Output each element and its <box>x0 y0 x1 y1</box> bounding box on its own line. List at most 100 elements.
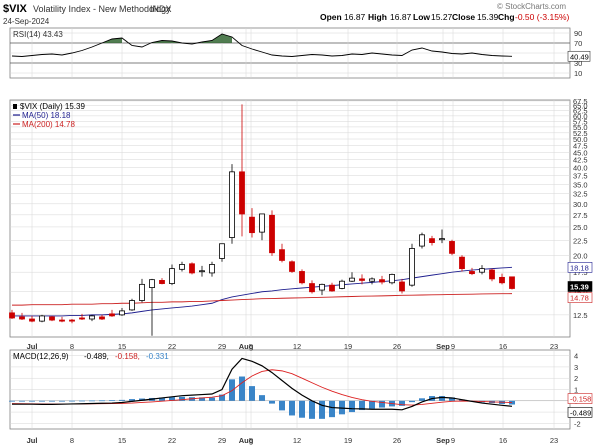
macd-plot <box>9 357 515 419</box>
x-tick-label: 23 <box>550 342 558 351</box>
low-label: Low <box>413 12 430 22</box>
price-badge-text: 18.18 <box>570 263 589 272</box>
price-tick-label: 35.0 <box>573 180 588 189</box>
macd-histogram-bar <box>59 400 65 402</box>
candle-body <box>159 280 165 284</box>
price-tick-label: 55.0 <box>573 123 588 132</box>
macd-histogram-bar <box>79 400 85 402</box>
candle-body <box>379 279 385 283</box>
candle-body <box>469 271 475 275</box>
close-value: 15.39 <box>477 12 499 22</box>
x-tick-label: 29 <box>218 342 226 351</box>
chg-value: -0.50 (-3.15%) <box>515 12 569 22</box>
candle-body <box>499 276 505 284</box>
candle-body <box>139 283 145 301</box>
ma50-line <box>12 266 513 317</box>
macd-legend-name: MACD(12,26,9) <box>13 352 69 361</box>
candle-body <box>389 273 395 284</box>
ma200-legend: MA(200) 14.78 <box>22 120 75 129</box>
x-tick-label: 8 <box>70 436 74 445</box>
copyright: © StockCharts.com <box>497 2 566 11</box>
macd-value-badge-text: -0.489 <box>570 408 591 417</box>
low-value: 15.27 <box>431 12 453 22</box>
candle-body <box>459 256 465 270</box>
x-tick-label: Jul <box>27 436 38 445</box>
price-panel: $VIX (Daily) 15.39 MA(50) 18.18 MA(200) … <box>9 97 593 338</box>
macd-histogram-bar <box>69 400 75 402</box>
candle-body <box>309 283 315 293</box>
macd-histogram-bar <box>319 400 325 419</box>
macd-histogram-bar <box>329 400 335 418</box>
macd-tick-label: 3 <box>574 363 578 372</box>
macd-legend: MACD(12,26,9) -0.489, -0.158, -0.331 <box>13 352 169 361</box>
price-badge-text: 15.39 <box>570 282 589 291</box>
ma200-line <box>12 293 513 306</box>
macd-histogram-bar <box>159 397 165 401</box>
chart-header: $VIX Volatility Index - New Methodology … <box>3 2 569 26</box>
candle-body <box>419 234 425 247</box>
candle-body <box>49 316 55 321</box>
price-tick-label: 67.5 <box>573 97 588 106</box>
price-plot <box>9 104 515 336</box>
candle-body <box>269 214 275 254</box>
exchange: INDX <box>150 4 172 14</box>
rsi-legend: RSI(14) 43.43 <box>13 30 63 39</box>
rsi-overbought-fill <box>102 38 122 43</box>
candle-body <box>279 249 285 261</box>
candle-body <box>319 283 325 291</box>
x-tick-label: 5 <box>249 436 253 445</box>
macd-histogram-bar <box>179 396 185 401</box>
macd-value-badge <box>567 407 593 418</box>
macd-histogram-bar <box>29 400 35 402</box>
candle-body <box>119 310 125 316</box>
x-tick-label: 12 <box>293 342 301 351</box>
x-tick-label: Aug <box>239 436 254 445</box>
x-tick-label: 8 <box>70 342 74 351</box>
price-tick-label: 40.0 <box>573 163 588 172</box>
macd-histogram-bar <box>299 400 305 418</box>
x-tick-label: Sep <box>436 342 450 351</box>
rsi-tick-label: 30 <box>574 59 582 68</box>
candle-body <box>169 268 175 284</box>
candle-body <box>359 278 365 281</box>
price-tick-label: 60.0 <box>573 112 588 121</box>
x-tick-label: 15 <box>118 436 126 445</box>
macd-histogram-bar <box>249 386 255 401</box>
macd-legend-signal: -0.158, <box>115 352 140 361</box>
rsi-plot <box>11 33 513 57</box>
x-tick-label: 22 <box>168 436 176 445</box>
macd-histogram-bar <box>439 396 445 401</box>
price-legend: $VIX (Daily) 15.39 MA(50) 18.18 MA(200) … <box>13 102 85 129</box>
price-tick-label: 62.5 <box>573 107 588 116</box>
macd-tick-label: 2 <box>574 374 578 383</box>
macd-histogram-bar <box>39 400 45 402</box>
chg-label: Chg <box>498 12 515 22</box>
macd-histogram-bar <box>89 400 95 402</box>
x-axis-middle: Jul8152229Aug5121926Sep9162330 <box>27 342 600 351</box>
macd-histogram-bar <box>19 400 25 402</box>
macd-histogram-bar <box>309 400 315 419</box>
macd-legend-hist: -0.331 <box>146 352 169 361</box>
open-label: Open <box>320 12 342 22</box>
candle-body <box>149 279 155 288</box>
rsi-axis: 907050301040.49 <box>567 29 591 78</box>
price-axis: 67.565.062.560.057.555.052.550.047.545.0… <box>567 97 593 320</box>
price-tick-label: 30.0 <box>573 200 588 209</box>
macd-value-badge-text: -0.158 <box>570 395 591 404</box>
price-tick-label: 42.5 <box>573 156 588 165</box>
rsi-tick-label: 70 <box>574 39 582 48</box>
candle-body <box>39 315 45 322</box>
macd-histogram-bar <box>399 400 405 406</box>
high-value: 16.87 <box>390 12 412 22</box>
x-tick-label: 5 <box>249 342 253 351</box>
macd-histogram-bar <box>259 395 265 401</box>
x-tick-label: 22 <box>168 342 176 351</box>
price-tick-label: 37.5 <box>573 172 588 181</box>
macd-histogram-bar <box>369 400 375 409</box>
price-badge <box>567 262 593 273</box>
candle-body <box>329 284 335 292</box>
macd-histogram-bar <box>219 394 225 401</box>
candle-body <box>209 264 215 274</box>
price-tick-label: 20.0 <box>573 251 588 260</box>
